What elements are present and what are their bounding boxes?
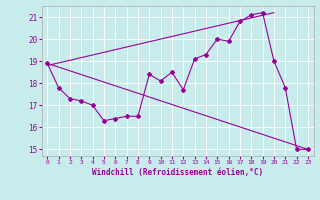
X-axis label: Windchill (Refroidissement éolien,°C): Windchill (Refroidissement éolien,°C) — [92, 168, 263, 177]
